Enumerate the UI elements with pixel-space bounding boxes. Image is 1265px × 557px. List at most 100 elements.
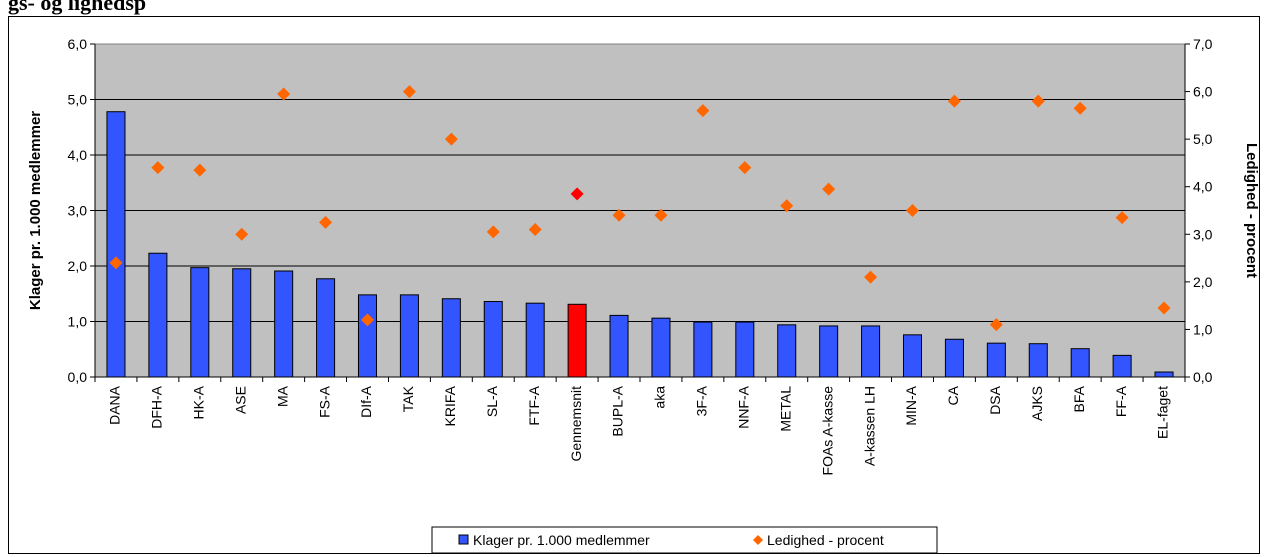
y-axis-label-left: Klager pr. 1.000 medlemmer <box>27 111 44 310</box>
bar-metal <box>777 324 797 378</box>
bar-el-faget <box>1154 371 1174 378</box>
y-axis-label-right: Ledighed - procent <box>1243 143 1260 278</box>
bar-ajks <box>1028 343 1048 378</box>
x-category-label: 3F-A <box>694 385 710 416</box>
x-category-label: Gennemsnit <box>568 386 584 462</box>
bar-dfh-a <box>148 252 168 378</box>
point-ajks <box>1031 94 1045 108</box>
bar-ca <box>944 338 964 378</box>
x-category-label: NNF-A <box>736 385 752 428</box>
bar-dsa <box>986 342 1006 378</box>
legend-swatch-points <box>753 535 763 545</box>
legend-label-points: Ledighed - procent <box>767 532 884 548</box>
x-category-label: A-kassen LH <box>861 386 877 466</box>
x-category-label: FF-A <box>1113 385 1129 417</box>
point-aka <box>654 208 668 222</box>
point-tak <box>402 85 416 99</box>
x-category-label: KRIFA <box>442 385 458 426</box>
point-dana <box>109 256 123 270</box>
point-el-faget <box>1157 301 1171 315</box>
point-bfa <box>1073 101 1087 115</box>
point-ca <box>947 94 961 108</box>
left-tick-label: 6,0 <box>68 36 88 52</box>
x-category-label: DSA <box>987 385 1003 414</box>
bar-fs-a <box>316 278 336 378</box>
bar-dana <box>106 111 126 378</box>
point-dfh-a <box>151 161 165 175</box>
bar-a-kassen-lh <box>861 325 881 378</box>
left-tick-label: 5,0 <box>68 92 88 108</box>
x-category-label: FTF-A <box>526 385 542 425</box>
x-category-label: DFH-A <box>149 385 165 428</box>
right-tick-label: 2,0 <box>1193 274 1213 290</box>
x-category-label: EL-faget <box>1155 386 1171 439</box>
x-category-label: aka <box>652 386 668 409</box>
bar-ftf-a <box>525 302 545 378</box>
bar-aka <box>651 317 671 378</box>
bar-3f-a <box>693 321 713 378</box>
point-min-a <box>906 204 919 217</box>
point-dsa <box>989 318 1003 332</box>
point-sl-a <box>486 225 500 239</box>
right-tick-label: 7,0 <box>1193 36 1213 52</box>
bar-bupl-a <box>609 314 629 378</box>
bar-ff-a <box>1112 354 1132 378</box>
legend-label-bars: Klager pr. 1.000 medlemmer <box>473 532 650 548</box>
bar-tak <box>399 294 419 378</box>
x-category-label: BFA <box>1071 385 1087 412</box>
x-category-label: BUPL-A <box>610 385 626 436</box>
x-category-label: DANA <box>107 385 123 425</box>
right-tick-label: 6,0 <box>1193 84 1213 100</box>
x-category-label: METAL <box>777 386 793 432</box>
point-bupl-a <box>612 208 626 222</box>
point-fs-a <box>319 215 333 229</box>
x-category-label: MA <box>274 385 290 407</box>
point-dif-a <box>361 313 374 327</box>
left-tick-label: 3,0 <box>68 203 88 219</box>
bar-dif-a <box>357 294 378 378</box>
page-heading-fragment: gs- og lighedsp <box>8 0 147 15</box>
x-category-label: SL-A <box>484 385 500 417</box>
x-category-label: CA <box>945 385 961 405</box>
point-hk-a <box>193 163 207 177</box>
right-tick-label: 5,0 <box>1193 131 1213 147</box>
right-tick-label: 0,0 <box>1193 369 1213 385</box>
x-category-label: ASE <box>232 386 248 414</box>
left-tick-label: 1,0 <box>68 314 88 330</box>
x-category-label: HK-A <box>191 385 207 419</box>
bar-ma <box>274 270 294 378</box>
bar-nnf-a <box>735 321 755 378</box>
left-tick-label: 4,0 <box>68 147 88 163</box>
bar-min-a <box>902 334 923 378</box>
point-3f-a <box>696 104 710 118</box>
point-ftf-a <box>528 223 542 237</box>
point-krifa <box>444 132 458 146</box>
point-a-kassen-lh <box>864 270 878 284</box>
left-tick-label: 0,0 <box>68 369 88 385</box>
right-tick-label: 4,0 <box>1193 179 1213 195</box>
point-metal <box>780 199 794 213</box>
x-category-label: MIN-A <box>903 385 919 425</box>
bar-sl-a <box>483 301 503 378</box>
bar-hk-a <box>190 267 210 378</box>
legend-swatch-bars <box>458 534 469 545</box>
x-category-label: DIf-A <box>358 385 374 418</box>
bar-bfa <box>1070 348 1090 378</box>
right-tick-label: 3,0 <box>1193 226 1213 242</box>
point-nnf-a <box>738 161 752 175</box>
point-ase <box>235 227 249 241</box>
bar-krifa <box>441 298 461 378</box>
bar-ase <box>232 268 252 378</box>
point-ff-a <box>1115 211 1129 225</box>
x-category-label: TAK <box>400 385 416 412</box>
point-gennemsnit <box>570 187 584 201</box>
bar-gennemsnit <box>567 303 587 378</box>
legend-box <box>431 526 938 554</box>
left-tick-label: 2,0 <box>68 258 88 274</box>
x-category-label: FOAs A-kasse <box>819 386 835 476</box>
x-category-label: AJKS <box>1029 386 1045 421</box>
bar-foas-a-kasse <box>819 325 839 378</box>
point-ma <box>277 87 291 101</box>
x-category-label: FS-A <box>316 385 332 418</box>
